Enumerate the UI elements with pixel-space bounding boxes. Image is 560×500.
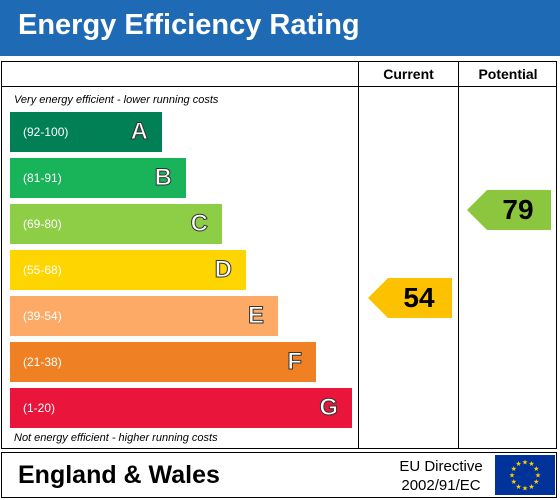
band-b-range: (81-91)	[23, 171, 62, 185]
band-e: (39-54) E	[10, 296, 278, 336]
region-label: England & Wales	[18, 461, 220, 489]
directive-line2: 2002/91/EC	[401, 477, 481, 494]
band-c: (69-80) C	[10, 204, 222, 244]
band-a: (92-100) A	[10, 112, 162, 152]
eu-star-icon: ★	[511, 465, 517, 473]
bottom-note: Not energy efficient - higher running co…	[14, 432, 218, 444]
current-rating-value: 54	[403, 282, 435, 313]
band-e-letter: E	[247, 302, 264, 330]
eu-star-icon: ★	[522, 459, 528, 467]
eu-star-icon: ★	[528, 483, 534, 491]
eu-star-icon: ★	[535, 472, 541, 480]
band-f: (21-38) F	[10, 342, 316, 382]
band-c-letter: C	[190, 210, 208, 238]
top-note: Very energy efficient - lower running co…	[14, 94, 219, 106]
eu-directive: EU Directive 2002/91/EC	[382, 457, 500, 495]
potential-rating-value: 79	[502, 194, 534, 225]
header-row-divider	[1, 86, 557, 87]
band-f-range: (21-38)	[23, 355, 62, 369]
eu-star-icon: ★	[522, 485, 528, 493]
eu-star-icon: ★	[515, 483, 521, 491]
eu-star-icon: ★	[533, 465, 539, 473]
eu-star-icon: ★	[533, 478, 539, 486]
band-d-letter: D	[214, 256, 232, 284]
band-b-letter: B	[154, 164, 172, 192]
eu-star-icon: ★	[509, 472, 515, 480]
band-a-letter: A	[130, 118, 148, 146]
band-a-range: (92-100)	[23, 125, 69, 139]
band-e-range: (39-54)	[23, 309, 62, 323]
band-g-letter: G	[319, 394, 339, 422]
band-d-range: (55-68)	[23, 263, 62, 277]
potential-column-header: Potential	[478, 66, 538, 82]
band-b: (81-91) B	[10, 158, 186, 198]
band-g: (1-20) G	[10, 388, 352, 428]
current-column-header: Current	[383, 66, 434, 82]
rating-chart-frame	[1, 61, 557, 449]
potential-arrow-shape	[467, 190, 551, 230]
footer: England & Wales EU Directive 2002/91/EC …	[1, 452, 557, 498]
potential-column-divider	[458, 61, 459, 449]
eu-flag-icon: ★ ★ ★ ★ ★ ★ ★ ★ ★ ★ ★ ★	[495, 455, 555, 495]
current-arrow-shape	[368, 278, 452, 318]
eu-star-icon: ★	[515, 460, 521, 468]
directive-line1: EU Directive	[399, 458, 483, 475]
band-f-letter: F	[287, 348, 303, 376]
band-c-range: (69-80)	[23, 217, 62, 231]
eu-star-icon: ★	[511, 478, 517, 486]
eu-star-icon: ★	[528, 460, 534, 468]
title-bar: Energy Efficiency Rating	[0, 0, 560, 56]
page-title: Energy Efficiency Rating	[18, 9, 360, 41]
band-g-range: (1-20)	[23, 401, 56, 415]
band-d: (55-68) D	[10, 250, 246, 290]
current-column-divider	[358, 61, 359, 449]
